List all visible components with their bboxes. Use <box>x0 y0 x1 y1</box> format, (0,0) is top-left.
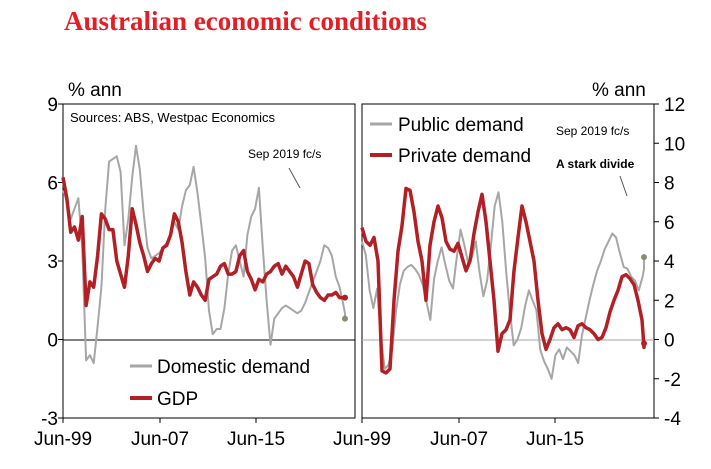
page-title: Australian economic conditions <box>64 6 428 36</box>
left-source-note: Sources: ABS, Westpac Economics <box>70 110 275 125</box>
right-ytick-label: 0 <box>664 331 675 352</box>
right-ytick-label: 2 <box>664 291 675 312</box>
right-annotation: A stark divide <box>556 157 635 171</box>
right-ytick-label: -4 <box>664 409 681 430</box>
left-ytick-label: 0 <box>47 331 58 352</box>
right-forecast-note: Sep 2019 fc/s <box>556 124 629 138</box>
legend-public-label: Public demand <box>398 115 524 136</box>
right-ytick-label: 12 <box>664 95 685 116</box>
left-y-axis-label: % ann <box>68 80 122 101</box>
right-ytick-label: 8 <box>664 174 675 195</box>
left-ytick-label: 3 <box>47 252 58 273</box>
gdp-forecast-marker <box>342 294 348 301</box>
legend-gdp-label: GDP <box>157 389 198 410</box>
legend-private-label: Private demand <box>398 146 531 167</box>
right-legend: Public demand Private demand <box>370 115 531 167</box>
right-ytick-label: 10 <box>664 134 685 155</box>
right-y-axis-label: % ann <box>592 80 646 101</box>
public-demand-line <box>361 191 645 380</box>
left-xtick-label: Jun-15 <box>227 429 285 450</box>
right-xtick-label: Jun-15 <box>526 429 584 450</box>
gdp-line <box>61 176 346 308</box>
right-xtick-label: Jun-99 <box>333 429 391 450</box>
left-ytick-label: 9 <box>47 95 58 116</box>
right-panel: % ann Sep 2019 fc/s A stark divide 12 10 8… <box>333 80 685 450</box>
left-panel: % ann Sources: ABS, Westpac Economics Se… <box>34 80 356 450</box>
left-xtick-label: Jun-99 <box>34 429 92 450</box>
left-ytick-label: 6 <box>47 174 58 195</box>
left-forecast-note: Sep 2019 fc/s <box>248 147 321 161</box>
domestic-demand-forecast-marker <box>342 315 348 322</box>
left-xtick-label: Jun-07 <box>131 429 189 450</box>
legend-domestic-label: Domestic demand <box>157 357 310 378</box>
right-ytick-label: -2 <box>664 370 681 391</box>
domestic-demand-line <box>62 144 346 365</box>
private-demand-forecast-marker <box>641 340 647 347</box>
right-ytick-label: 6 <box>664 213 675 234</box>
left-legend: Domestic demand GDP <box>130 357 310 410</box>
private-demand-line <box>360 186 646 375</box>
right-ytick-label: 4 <box>664 252 675 273</box>
right-xtick-label: Jun-07 <box>430 429 488 450</box>
left-forecast-arrow <box>288 167 301 189</box>
public-demand-forecast-marker <box>641 254 647 261</box>
right-annotation-arrow <box>619 175 628 197</box>
left-ytick-label: -3 <box>41 409 58 430</box>
